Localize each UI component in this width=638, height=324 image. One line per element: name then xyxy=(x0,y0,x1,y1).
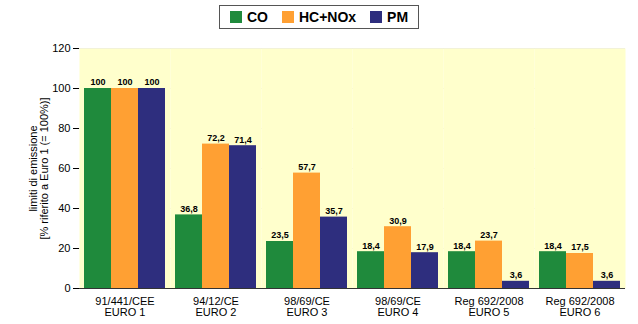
svg-text:71,4: 71,4 xyxy=(234,135,252,145)
svg-text:60: 60 xyxy=(58,162,70,174)
svg-text:18,4: 18,4 xyxy=(362,241,380,251)
html-text:PM: PM xyxy=(387,9,409,25)
svg-text:3,6: 3,6 xyxy=(601,270,614,280)
svg-text:120: 120 xyxy=(52,42,70,54)
svg-text:72,2: 72,2 xyxy=(207,133,225,143)
svg-text:18,4: 18,4 xyxy=(453,241,471,251)
svg-text:35,7: 35,7 xyxy=(325,206,343,216)
svg-text:limiti di emissione[% riferito: limiti di emissione[% riferito a Euro 1 … xyxy=(27,97,50,239)
svg-text:94/12/CEEURO 2: 94/12/CEEURO 2 xyxy=(193,295,239,318)
svg-text:Reg 692/2008EURO 5: Reg 692/2008EURO 5 xyxy=(454,295,523,318)
svg-text:80: 80 xyxy=(58,122,70,134)
svg-text:3,6: 3,6 xyxy=(510,270,523,280)
svg-text:100: 100 xyxy=(90,77,105,87)
svg-text:0: 0 xyxy=(64,282,70,294)
svg-text:20: 20 xyxy=(58,242,70,254)
svg-text:17,9: 17,9 xyxy=(416,242,434,252)
svg-text:57,7: 57,7 xyxy=(298,162,316,172)
svg-text:18,4: 18,4 xyxy=(544,241,562,251)
svg-text:40: 40 xyxy=(58,202,70,214)
svg-text:17,5: 17,5 xyxy=(571,242,589,252)
svg-text:23,7: 23,7 xyxy=(480,230,498,240)
html-text:CO: CO xyxy=(246,9,268,25)
svg-text:Reg 692/2008EURO 6: Reg 692/2008EURO 6 xyxy=(545,295,614,318)
svg-text:30,9: 30,9 xyxy=(389,216,407,226)
svg-text:36,8: 36,8 xyxy=(180,204,198,214)
svg-text:23,5: 23,5 xyxy=(271,230,289,240)
svg-text:98/69/CEEURO 3: 98/69/CEEURO 3 xyxy=(284,295,330,318)
svg-text:91/441/CEEEURO 1: 91/441/CEEEURO 1 xyxy=(95,295,154,318)
html-text:HC+NOx: HC+NOx xyxy=(298,9,357,25)
svg-text:100: 100 xyxy=(117,77,132,87)
svg-text:100: 100 xyxy=(52,82,70,94)
svg-text:100: 100 xyxy=(144,77,159,87)
svg-text:98/69/CEEURO 4: 98/69/CEEURO 4 xyxy=(375,295,421,318)
